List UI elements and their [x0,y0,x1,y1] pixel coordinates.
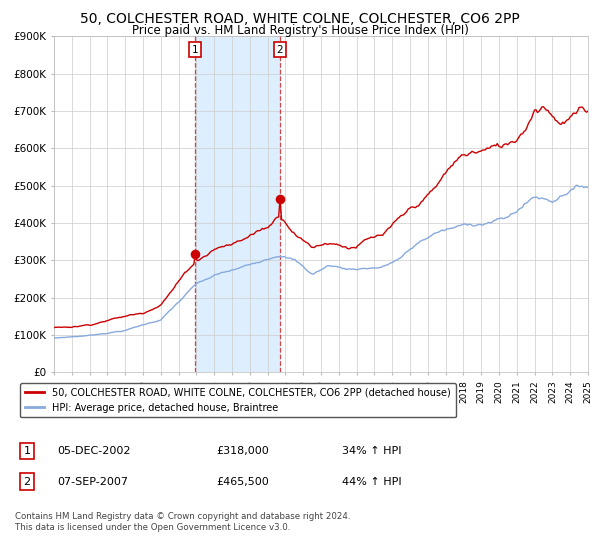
Text: 2: 2 [23,477,31,487]
Text: Contains HM Land Registry data © Crown copyright and database right 2024.
This d: Contains HM Land Registry data © Crown c… [15,512,350,532]
Text: £465,500: £465,500 [216,477,269,487]
Text: 1: 1 [23,446,31,456]
Text: Price paid vs. HM Land Registry's House Price Index (HPI): Price paid vs. HM Land Registry's House … [131,24,469,37]
Text: £318,000: £318,000 [216,446,269,456]
Point [190,249,200,258]
Text: 2: 2 [277,45,283,55]
Legend: 50, COLCHESTER ROAD, WHITE COLNE, COLCHESTER, CO6 2PP (detached house), HPI: Ave: 50, COLCHESTER ROAD, WHITE COLNE, COLCHE… [20,383,455,417]
Point [275,194,284,203]
Bar [195,36,280,372]
Text: 44% ↑ HPI: 44% ↑ HPI [342,477,401,487]
Text: 05-DEC-2002: 05-DEC-2002 [57,446,131,456]
Text: 34% ↑ HPI: 34% ↑ HPI [342,446,401,456]
Text: 50, COLCHESTER ROAD, WHITE COLNE, COLCHESTER, CO6 2PP: 50, COLCHESTER ROAD, WHITE COLNE, COLCHE… [80,12,520,26]
Text: 1: 1 [191,45,198,55]
Text: 07-SEP-2007: 07-SEP-2007 [57,477,128,487]
